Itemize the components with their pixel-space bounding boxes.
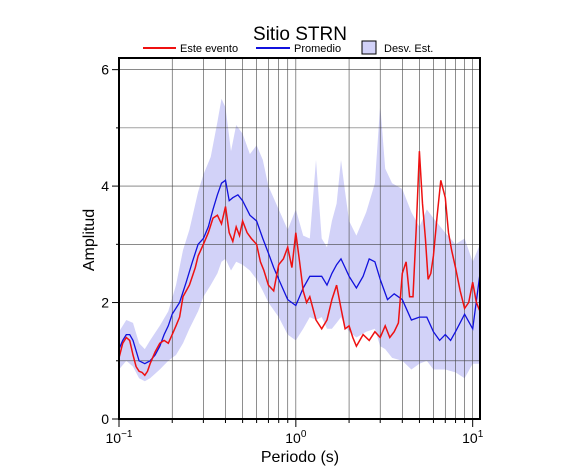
legend-label-desv-est: Desv. Est. xyxy=(384,43,433,55)
plot-frame xyxy=(118,57,481,420)
std-dev-band xyxy=(119,98,480,382)
legend-label-este-evento: Este evento xyxy=(180,43,238,55)
series-line-promedio xyxy=(118,179,481,365)
plot-area: 0 2 4 6 10−1 100 101 xyxy=(101,57,484,446)
legend-swatch-desv-est xyxy=(361,40,377,55)
y-tick-label: 4 xyxy=(101,178,109,194)
x-tick-label: 100 xyxy=(285,429,307,446)
y-tick-label: 2 xyxy=(101,295,109,311)
legend-label-promedio: Promedio xyxy=(294,43,341,55)
x-axis-label: Periodo (s) xyxy=(261,449,339,466)
y-tick-label: 0 xyxy=(101,411,109,427)
y-tick-label: 6 xyxy=(101,62,109,78)
x-tick-label: 101 xyxy=(462,429,484,446)
y-axis-label: Amplitud xyxy=(81,209,98,271)
series-line-este-evento xyxy=(118,151,481,377)
chart-title: Sitio STRN xyxy=(253,24,347,45)
x-tick-label: 10−1 xyxy=(106,429,133,446)
legend: Este evento Promedio Desv. Est. xyxy=(143,40,433,55)
